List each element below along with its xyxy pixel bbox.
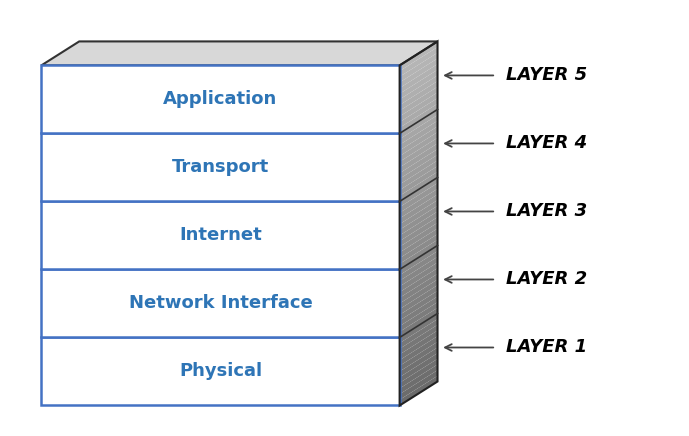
Polygon shape — [400, 228, 438, 258]
Bar — [41, 269, 400, 337]
Polygon shape — [400, 115, 438, 145]
Text: LAYER 5: LAYER 5 — [506, 66, 588, 85]
Polygon shape — [400, 70, 438, 99]
Polygon shape — [400, 245, 438, 275]
Polygon shape — [400, 268, 438, 298]
Polygon shape — [400, 189, 438, 218]
Polygon shape — [400, 257, 438, 286]
Polygon shape — [400, 347, 438, 377]
Polygon shape — [400, 87, 438, 116]
Polygon shape — [400, 223, 438, 252]
Polygon shape — [400, 251, 438, 281]
Polygon shape — [400, 279, 438, 309]
Polygon shape — [400, 183, 438, 213]
Polygon shape — [400, 109, 438, 139]
Polygon shape — [400, 325, 438, 354]
Polygon shape — [400, 274, 438, 303]
Polygon shape — [400, 166, 438, 196]
Polygon shape — [400, 138, 438, 167]
Polygon shape — [400, 342, 438, 371]
Text: Application: Application — [163, 90, 278, 109]
Text: LAYER 3: LAYER 3 — [506, 202, 588, 221]
Polygon shape — [400, 92, 438, 122]
Polygon shape — [400, 104, 438, 133]
Polygon shape — [400, 126, 438, 156]
Polygon shape — [400, 75, 438, 105]
Text: Internet: Internet — [179, 226, 262, 245]
Polygon shape — [400, 211, 438, 241]
Polygon shape — [400, 330, 438, 360]
Polygon shape — [400, 132, 438, 162]
Polygon shape — [400, 98, 438, 128]
Polygon shape — [400, 234, 438, 264]
Polygon shape — [400, 160, 438, 190]
Polygon shape — [400, 296, 438, 326]
Polygon shape — [400, 58, 438, 88]
Polygon shape — [400, 177, 438, 207]
Polygon shape — [400, 285, 438, 315]
Polygon shape — [400, 291, 438, 320]
Polygon shape — [400, 308, 438, 337]
Polygon shape — [400, 194, 438, 224]
Polygon shape — [400, 364, 438, 394]
Polygon shape — [41, 41, 438, 65]
Polygon shape — [400, 206, 438, 235]
Polygon shape — [400, 41, 438, 71]
Polygon shape — [400, 53, 438, 82]
Text: LAYER 1: LAYER 1 — [506, 338, 588, 357]
Polygon shape — [400, 262, 438, 292]
Text: Transport: Transport — [172, 158, 269, 177]
Polygon shape — [400, 47, 438, 77]
Polygon shape — [400, 81, 438, 111]
Polygon shape — [400, 121, 438, 150]
Bar — [41, 201, 400, 269]
Text: LAYER 2: LAYER 2 — [506, 270, 588, 289]
Polygon shape — [400, 240, 438, 269]
Polygon shape — [400, 302, 438, 332]
Polygon shape — [400, 370, 438, 400]
Text: Network Interface: Network Interface — [129, 294, 312, 313]
Text: LAYER 4: LAYER 4 — [506, 134, 588, 153]
Polygon shape — [400, 217, 438, 247]
Polygon shape — [400, 172, 438, 201]
Bar — [41, 337, 400, 405]
Polygon shape — [400, 143, 438, 173]
Polygon shape — [400, 336, 438, 366]
Polygon shape — [400, 319, 438, 349]
Polygon shape — [400, 376, 438, 405]
Polygon shape — [400, 313, 438, 343]
Polygon shape — [400, 155, 438, 184]
Bar — [41, 65, 400, 133]
Polygon shape — [400, 200, 438, 230]
Polygon shape — [400, 359, 438, 388]
Bar — [41, 133, 400, 201]
Text: Physical: Physical — [179, 362, 262, 381]
Polygon shape — [400, 353, 438, 383]
Polygon shape — [400, 149, 438, 179]
Polygon shape — [400, 64, 438, 94]
